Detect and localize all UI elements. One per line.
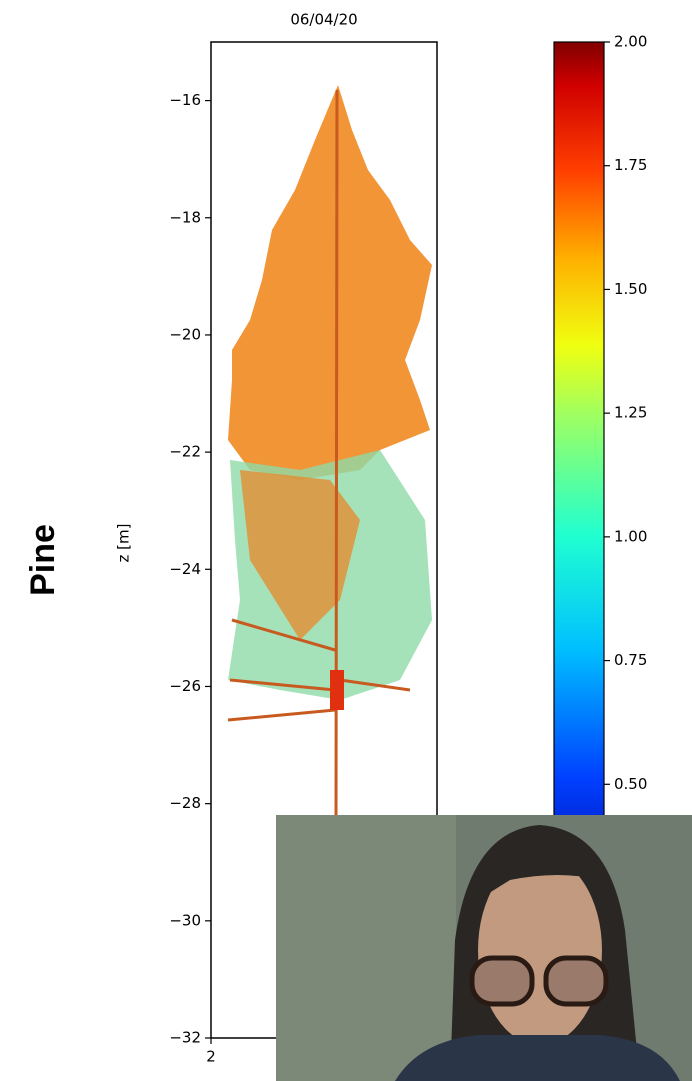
y-tick-label: −22: [169, 443, 201, 461]
colorbar-tick-label: 1.00: [614, 527, 647, 545]
colorbar-tick-label: 1.25: [614, 404, 647, 422]
y-tick-label: −20: [169, 325, 201, 343]
x-tick-label: 2: [206, 1048, 216, 1066]
y-tick-label: −24: [169, 560, 201, 578]
fringe: [478, 842, 605, 930]
trunk: [227, 89, 411, 821]
video-overlay: [276, 815, 692, 1081]
glasses-right: [543, 955, 609, 1007]
y-tick-label: −26: [169, 677, 201, 695]
video-wall: [276, 815, 456, 1081]
y-tick-label: −16: [169, 91, 201, 109]
y-tick-label: −30: [169, 911, 201, 929]
y-tick-label: −18: [169, 208, 201, 226]
shoulders: [395, 1035, 680, 1081]
colorbar-tick-label: 1.75: [614, 156, 647, 174]
colorbar-tick-label: 2.00: [614, 33, 647, 51]
crown: [228, 85, 432, 480]
y-axis-label: z [m]: [115, 524, 133, 563]
colorbar-tick-label: 0.75: [614, 651, 647, 669]
lower-crown: [240, 470, 360, 640]
y-tick-label: −32: [169, 1029, 201, 1047]
colorbar: [553, 41, 605, 909]
trunk-spot: [330, 670, 344, 710]
point-cloud: [227, 85, 432, 821]
glasses-left: [469, 955, 535, 1007]
chart-title: 06/04/20: [290, 11, 357, 29]
y-tick-label: −28: [169, 794, 201, 812]
colorbar-tick-label: 0.50: [614, 775, 647, 793]
colorbar-tick-label: 1.50: [614, 280, 647, 298]
row-label: Pine: [24, 524, 62, 596]
